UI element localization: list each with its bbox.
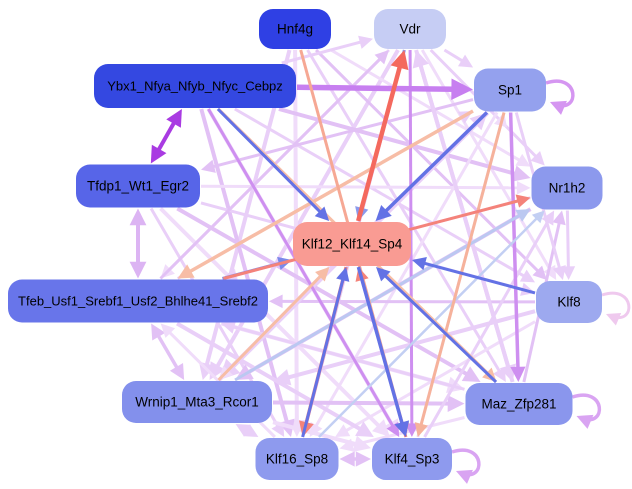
edge-maz-klf16 [339, 416, 465, 452]
node-label-tfeb: Tfeb_Usf1_Srebf1_Usf2_Bhlhe41_Srebf2 [18, 294, 258, 309]
node-label-vdr: Vdr [399, 22, 421, 37]
node-wrnip1[interactable]: Wrnip1_Mta3_Rcor1 [122, 381, 272, 423]
node-label-wrnip1: Wrnip1_Mta3_Rcor1 [135, 395, 259, 410]
node-label-klf12: Klf12_Klf14_Sp4 [302, 237, 403, 252]
edge-sp1-klf4 [414, 112, 506, 437]
node-label-ybx1: Ybx1_Nfya_Nfyb_Nfyc_Cebpz [107, 79, 283, 94]
node-label-tfdp1: Tfdp1_Wt1_Egr2 [87, 179, 189, 194]
edge-klf8-tfeb [269, 294, 536, 309]
self-loop-klf4 [451, 448, 481, 484]
edge-tfdp1-maz [176, 206, 481, 382]
edge-klf12-klf4 [356, 266, 410, 437]
edge-tfeb-wrnip1 [151, 323, 185, 380]
node-vdr[interactable]: Vdr [374, 9, 446, 49]
node-label-sp1: Sp1 [498, 83, 522, 98]
edge-ybx1-klf8 [234, 107, 535, 283]
edge-wrnip1-klf16 [235, 424, 259, 437]
edge-tfeb-vdr [159, 50, 389, 280]
edge-klf16-nr1h2 [318, 210, 545, 438]
node-label-maz: Maz_Zfp281 [481, 397, 556, 412]
self-loop-sp1 [545, 79, 575, 115]
node-maz[interactable]: Maz_Zfp281 [465, 383, 573, 425]
edge-vdr-sp1 [443, 48, 474, 68]
node-nr1h2[interactable]: Nr1h2 [531, 166, 603, 210]
self-loop-klf8 [601, 291, 631, 326]
edge-tfdp1-klf4 [159, 207, 390, 437]
node-klf12[interactable]: Klf12_Klf14_Sp4 [293, 222, 411, 266]
edge-sp1-tfdp1 [201, 98, 474, 173]
node-label-nr1h2: Nr1h2 [549, 181, 586, 196]
edge-ybx1-klf12 [216, 107, 330, 221]
node-klf16[interactable]: Klf16_Sp8 [255, 438, 339, 480]
node-hnf4g[interactable]: Hnf4g [259, 9, 331, 49]
edge-ybx1-sp1 [296, 78, 473, 101]
edge-maz-vdr [412, 50, 515, 383]
node-label-hnf4g: Hnf4g [277, 22, 313, 37]
node-tfdp1[interactable]: Tfdp1_Wt1_Egr2 [76, 164, 200, 208]
edge-klf8-klf12 [412, 256, 536, 295]
self-loop-maz [571, 393, 602, 429]
node-klf4[interactable]: Klf4_Sp3 [372, 438, 452, 480]
edge-klf16-klf4 [339, 451, 371, 467]
edge-wrnip1-nr1h2 [234, 209, 531, 382]
node-sp1[interactable]: Sp1 [474, 68, 546, 112]
edge-hnf4g-nr1h2 [330, 48, 531, 167]
edge-sp1-tfeb [177, 109, 474, 279]
edge-tfdp1-tfeb [129, 208, 147, 279]
edge-klf16-klf12 [301, 267, 350, 438]
edge-klf4-nr1h2 [423, 210, 555, 438]
edge-klf8-klf16 [335, 320, 536, 437]
node-label-klf8: Klf8 [557, 295, 580, 310]
edge-wrnip1-klf12 [217, 267, 330, 382]
edge-hnf4g-maz [306, 49, 506, 382]
node-ybx1[interactable]: Ybx1_Nfya_Nfyb_Nfyc_Cebpz [94, 64, 296, 108]
node-label-klf4: Klf4_Sp3 [385, 452, 440, 467]
edge-sp1-klf12 [375, 111, 489, 221]
edge-tfeb-klf4 [176, 321, 374, 437]
edge-ybx1-vdr [281, 35, 373, 65]
node-klf8[interactable]: Klf8 [536, 281, 602, 323]
edge-nr1h2-klf8 [561, 210, 576, 280]
edge-ybx1-tfdp1 [150, 109, 182, 164]
edge-klf12-vdr [356, 50, 409, 222]
edge-maz-klf12 [376, 267, 498, 384]
edge-maz-tfeb [221, 320, 465, 391]
edge-wrnip1-maz [272, 395, 465, 412]
node-tfeb[interactable]: Tfeb_Usf1_Srebf1_Usf2_Bhlhe41_Srebf2 [8, 279, 268, 323]
node-label-klf16: Klf16_Sp8 [266, 452, 328, 467]
